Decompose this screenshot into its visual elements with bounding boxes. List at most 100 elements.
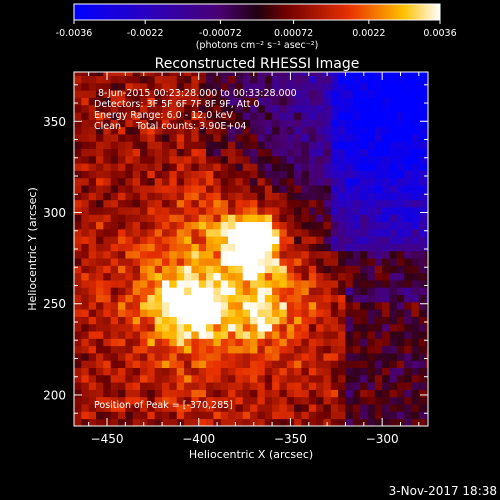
heatmap-cell	[294, 134, 302, 142]
heatmap-cell	[140, 90, 148, 98]
heatmap-cell	[250, 316, 258, 325]
heatmap-cell	[242, 90, 251, 98]
heatmap-cell	[367, 90, 376, 98]
heatmap-cell	[396, 163, 405, 171]
heatmap-cell	[125, 353, 134, 361]
heatmap-cell	[374, 214, 383, 223]
heatmap-cell	[264, 126, 273, 135]
heatmap-cell	[323, 338, 332, 347]
heatmap-cell	[279, 148, 288, 157]
heatmap-cell	[198, 177, 207, 186]
heatmap-cell	[389, 185, 398, 193]
heatmap-cell	[191, 272, 200, 281]
heatmap-cell	[235, 185, 244, 193]
heatmap-cell	[360, 185, 368, 193]
heatmap-cell	[330, 104, 339, 113]
heatmap-cell	[272, 389, 280, 398]
heatmap-cell	[242, 382, 251, 390]
heatmap-cell	[176, 411, 185, 420]
heatmap-cell	[118, 192, 126, 201]
heatmap-cell	[323, 396, 332, 405]
heatmap-cell	[308, 250, 317, 259]
heatmap-cell	[330, 345, 339, 354]
heatmap-cell	[96, 353, 104, 361]
heatmap-cell	[125, 258, 134, 266]
heatmap-cell	[345, 309, 354, 317]
heatmap-cell	[103, 309, 112, 317]
heatmap-cell	[272, 155, 280, 164]
heatmap-cell	[118, 214, 126, 223]
heatmap-cell	[213, 294, 222, 303]
heatmap-cell	[184, 345, 192, 354]
heatmap-cell	[103, 345, 112, 354]
heatmap-cell	[74, 199, 82, 208]
heatmap-cell	[352, 170, 361, 179]
heatmap-cell	[96, 170, 104, 179]
heatmap-cell	[228, 228, 236, 237]
heatmap-cell	[103, 214, 112, 223]
heatmap-cell	[250, 97, 258, 106]
heatmap-cell	[191, 309, 200, 317]
heatmap-cell	[103, 258, 112, 266]
heatmap-cell	[176, 280, 185, 288]
heatmap-cell	[191, 382, 200, 390]
heatmap-cell	[140, 155, 148, 164]
heatmap-cell	[191, 250, 200, 259]
heatmap-cell	[345, 185, 354, 193]
heatmap-cell	[404, 163, 412, 171]
heatmap-cell	[374, 170, 383, 179]
heatmap-cell	[213, 192, 222, 201]
heatmap-cell	[382, 126, 390, 135]
heatmap-cell	[404, 323, 412, 332]
heatmap-cell	[323, 374, 332, 383]
heatmap-cell	[242, 411, 251, 420]
heatmap-cell	[198, 207, 207, 215]
heatmap-cell	[323, 287, 332, 296]
heatmap-cell	[426, 367, 428, 376]
heatmap-cell	[191, 112, 200, 120]
heatmap-cell	[118, 163, 126, 171]
heatmap-cell	[352, 345, 361, 354]
heatmap-cell	[184, 119, 192, 128]
heatmap-cell	[367, 221, 376, 230]
heatmap-cell	[96, 331, 104, 339]
heatmap-cell	[118, 141, 126, 150]
heatmap-cell	[264, 155, 273, 164]
heatmap-cell	[338, 119, 346, 128]
heatmap-cell	[220, 272, 229, 281]
heatmap-cell	[279, 418, 288, 426]
heatmap-cell	[286, 90, 295, 98]
heatmap-cell	[220, 250, 229, 259]
heatmap-cell	[213, 280, 222, 288]
heatmap-cell	[176, 331, 185, 339]
heatmap-cell	[374, 163, 383, 171]
heatmap-cell	[389, 228, 398, 237]
heatmap-cell	[301, 141, 310, 150]
heatmap-cell	[264, 294, 273, 303]
heatmap-cell	[96, 309, 104, 317]
heatmap-cell	[250, 90, 258, 98]
heatmap-cell	[191, 221, 200, 230]
heatmap-cell	[213, 185, 222, 193]
heatmap-cell	[360, 104, 368, 113]
y-tick-label: 200	[43, 388, 66, 402]
heatmap-cell	[162, 287, 170, 296]
heatmap-cell	[264, 396, 273, 405]
heatmap-cell	[242, 250, 251, 259]
heatmap-cell	[257, 134, 266, 142]
heatmap-cell	[389, 389, 398, 398]
heatmap-cell	[345, 236, 354, 244]
heatmap-cell	[103, 287, 112, 296]
heatmap-cell	[338, 214, 346, 223]
heatmap-cell	[301, 258, 310, 266]
heatmap-cell	[330, 97, 339, 106]
heatmap-cell	[176, 112, 185, 120]
heatmap-cell	[140, 309, 148, 317]
heatmap-cell	[147, 316, 156, 325]
heatmap-cell	[198, 265, 207, 274]
heatmap-cell	[352, 112, 361, 120]
heatmap-cell	[367, 119, 376, 128]
heatmap-cell	[330, 192, 339, 201]
heatmap-cell	[374, 272, 383, 281]
heatmap-cell	[74, 228, 82, 237]
